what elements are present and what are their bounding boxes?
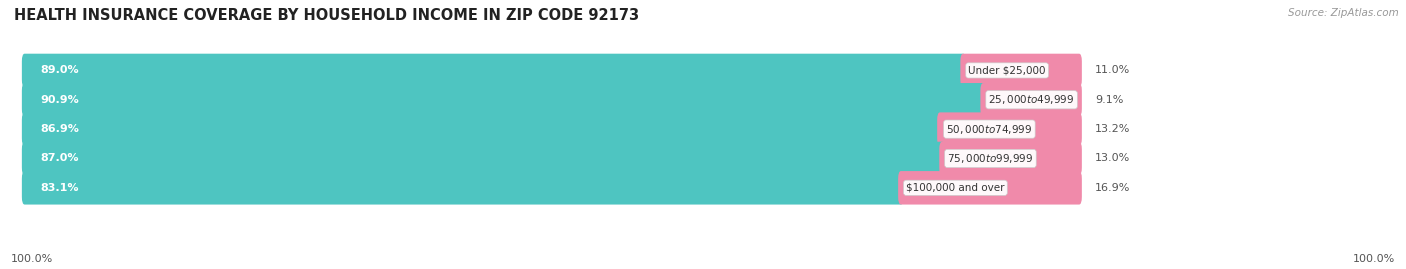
Text: 13.2%: 13.2% [1095, 124, 1130, 134]
FancyBboxPatch shape [938, 112, 1081, 146]
FancyBboxPatch shape [22, 54, 1081, 87]
FancyBboxPatch shape [22, 83, 1081, 116]
Text: Under $25,000: Under $25,000 [969, 65, 1046, 75]
FancyBboxPatch shape [939, 142, 1081, 175]
FancyBboxPatch shape [22, 112, 1081, 146]
Text: 100.0%: 100.0% [11, 254, 53, 264]
Text: 89.0%: 89.0% [41, 65, 79, 75]
Text: $25,000 to $49,999: $25,000 to $49,999 [988, 93, 1074, 106]
FancyBboxPatch shape [960, 54, 1081, 87]
FancyBboxPatch shape [22, 171, 904, 204]
Text: 100.0%: 100.0% [1353, 254, 1395, 264]
FancyBboxPatch shape [22, 83, 986, 116]
Text: $50,000 to $74,999: $50,000 to $74,999 [946, 123, 1032, 136]
Text: 11.0%: 11.0% [1095, 65, 1130, 75]
Text: 87.0%: 87.0% [41, 154, 79, 164]
Text: 16.9%: 16.9% [1095, 183, 1130, 193]
Text: $100,000 and over: $100,000 and over [905, 183, 1005, 193]
Text: $75,000 to $99,999: $75,000 to $99,999 [948, 152, 1033, 165]
Text: 90.9%: 90.9% [41, 95, 79, 105]
Text: 83.1%: 83.1% [41, 183, 79, 193]
FancyBboxPatch shape [22, 54, 966, 87]
FancyBboxPatch shape [980, 83, 1081, 116]
FancyBboxPatch shape [898, 171, 1081, 204]
Text: 9.1%: 9.1% [1095, 95, 1123, 105]
Text: 86.9%: 86.9% [41, 124, 79, 134]
Text: 13.0%: 13.0% [1095, 154, 1130, 164]
FancyBboxPatch shape [22, 142, 945, 175]
Text: Source: ZipAtlas.com: Source: ZipAtlas.com [1288, 8, 1399, 18]
FancyBboxPatch shape [22, 142, 1081, 175]
FancyBboxPatch shape [22, 171, 1081, 204]
FancyBboxPatch shape [22, 112, 943, 146]
Text: HEALTH INSURANCE COVERAGE BY HOUSEHOLD INCOME IN ZIP CODE 92173: HEALTH INSURANCE COVERAGE BY HOUSEHOLD I… [14, 8, 640, 23]
